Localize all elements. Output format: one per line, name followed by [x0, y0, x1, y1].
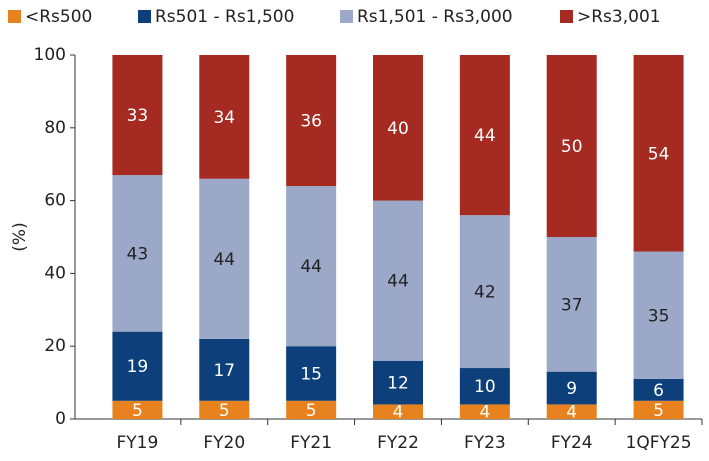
data-label: 36: [300, 112, 322, 132]
bar-segment: [286, 400, 337, 419]
x-tick-label: 1QFY25: [626, 433, 692, 453]
legend-label: Rs501 - Rs1,500: [155, 7, 294, 27]
x-tick-label: FY20: [203, 433, 245, 453]
bar-segment: [112, 331, 163, 401]
data-label: 19: [127, 357, 149, 377]
data-label: 6: [653, 381, 664, 401]
bar-segment: [459, 404, 510, 419]
bar-segment: [546, 55, 597, 237]
data-label: 50: [561, 137, 583, 157]
data-label: 5: [653, 401, 664, 421]
x-tick-label: FY23: [464, 433, 506, 453]
bar-segment: [633, 55, 684, 252]
data-label: 10: [474, 377, 496, 397]
legend-swatch: [8, 10, 21, 23]
bar-segment: [199, 338, 250, 401]
bar-segment: [112, 175, 163, 332]
y-tick-label: 100: [34, 45, 66, 65]
x-tick-label: FY22: [377, 433, 419, 453]
data-label: 5: [306, 401, 317, 421]
bar-segment: [546, 371, 597, 405]
legend-swatch: [560, 10, 573, 23]
bar-segment: [112, 400, 163, 419]
data-label: 4: [479, 403, 490, 423]
y-tick-label: 20: [44, 336, 66, 356]
bar-segment: [373, 55, 423, 201]
data-label: 42: [474, 283, 496, 303]
bar-segment: [546, 404, 597, 419]
bar-segment: [112, 55, 163, 176]
bar-segment: [373, 360, 423, 405]
bar-segment: [199, 178, 250, 339]
x-tick-label: FY24: [551, 433, 593, 453]
data-label: 43: [127, 244, 149, 264]
bar-segment: [199, 400, 250, 419]
bar-segment: [459, 55, 510, 216]
bar-segment: [459, 368, 510, 405]
x-tick-label: FY19: [117, 433, 159, 453]
bar-segment: [459, 215, 510, 369]
bar-segment: [373, 200, 423, 361]
legend-label: Rs1,501 - Rs3,000: [357, 7, 513, 27]
y-tick-label: 0: [55, 409, 66, 429]
data-label: 4: [393, 403, 404, 423]
data-label: 5: [132, 401, 143, 421]
bar-segment: [633, 251, 684, 379]
data-label: 40: [387, 119, 409, 139]
data-label: 9: [566, 379, 577, 399]
data-label: 17: [213, 361, 235, 381]
bar-segment: [286, 186, 337, 347]
data-label: 44: [213, 250, 235, 270]
y-axis-label: (%): [10, 222, 30, 251]
data-label: 54: [648, 144, 670, 164]
legend-swatch: [340, 10, 353, 23]
bar-segment: [633, 400, 684, 419]
data-label: 44: [300, 257, 322, 277]
bar-segment: [286, 55, 337, 187]
data-label: 15: [300, 365, 322, 385]
data-label: 44: [387, 272, 409, 292]
bar-segment: [199, 55, 250, 179]
y-tick-label: 80: [44, 118, 66, 138]
data-label: 4: [566, 403, 577, 423]
legend-label: >Rs3,001: [577, 7, 661, 27]
data-label: 33: [127, 106, 149, 126]
bar-segment: [286, 346, 337, 401]
data-label: 34: [213, 108, 235, 128]
bar-segment: [373, 404, 423, 419]
bar-segment: [633, 378, 684, 401]
data-label: 37: [561, 295, 583, 315]
data-label: 5: [219, 401, 230, 421]
legend-swatch: [138, 10, 151, 23]
data-label: 35: [648, 306, 670, 326]
x-tick-label: FY21: [290, 433, 332, 453]
y-tick-label: 60: [44, 191, 66, 211]
bar-segment: [546, 237, 597, 372]
y-tick-label: 40: [44, 263, 66, 283]
data-label: 44: [474, 126, 496, 146]
legend-label: <Rs500: [25, 7, 92, 27]
data-label: 12: [387, 374, 409, 394]
